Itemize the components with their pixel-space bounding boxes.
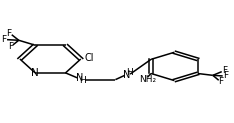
- Text: Cl: Cl: [85, 53, 94, 63]
- Text: NH₂: NH₂: [139, 75, 156, 84]
- Text: F: F: [222, 66, 227, 75]
- Text: H: H: [126, 68, 133, 77]
- Text: F: F: [6, 29, 11, 38]
- Text: N: N: [76, 73, 83, 83]
- Text: F: F: [8, 42, 13, 51]
- Text: F: F: [1, 35, 6, 44]
- Text: F: F: [218, 77, 223, 86]
- Text: N: N: [31, 68, 39, 78]
- Text: N: N: [123, 70, 131, 80]
- Text: H: H: [79, 76, 85, 85]
- Text: F: F: [224, 71, 229, 80]
